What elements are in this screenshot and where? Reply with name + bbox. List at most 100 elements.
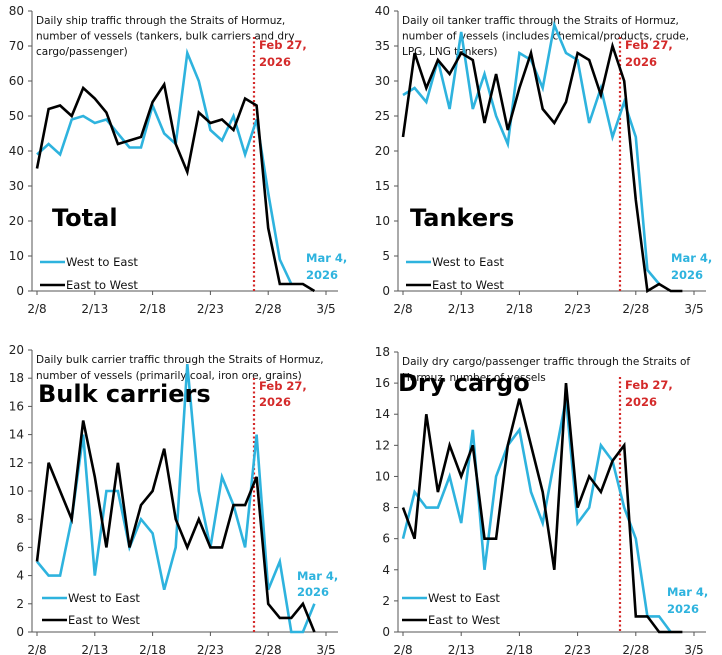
- panel-big-label: Total: [52, 204, 118, 232]
- chart-title-line: number of vessels (primarily coal, iron …: [36, 370, 302, 382]
- end-date-label: 2026: [306, 268, 338, 282]
- x-tick-label: 2/28: [622, 643, 649, 655]
- y-tick-label: 14: [9, 428, 24, 442]
- y-tick-label: 15: [375, 179, 390, 193]
- y-tick-label: 40: [9, 144, 24, 158]
- y-tick-label: 2: [382, 594, 390, 608]
- x-tick-label: 2/23: [197, 302, 224, 316]
- chart-title-line: number of vessels (includes chemical/pro…: [402, 31, 689, 43]
- y-tick-label: 10: [375, 214, 390, 228]
- y-tick-label: 30: [9, 179, 24, 193]
- y-tick-label: 0: [382, 284, 390, 298]
- panel-big-label: Dry cargo: [398, 369, 530, 397]
- end-date-label: 2026: [667, 602, 699, 616]
- y-tick-label: 4: [16, 569, 24, 583]
- x-tick-label: 2/13: [448, 643, 475, 655]
- x-tick-label: 2/13: [81, 302, 108, 316]
- chart-title-line: Daily dry cargo/passenger traffic throug…: [402, 356, 690, 368]
- chart-title-line: Daily oil tanker traffic through the Str…: [402, 15, 679, 27]
- y-tick-label: 35: [375, 39, 390, 53]
- series-line-west-to-east: [401, 398, 672, 633]
- chart-title-line: LPG, LNG tankers): [402, 46, 497, 58]
- y-tick-label: 0: [16, 284, 24, 298]
- y-tick-label: 70: [9, 39, 24, 53]
- y-tick-label: 10: [9, 484, 24, 498]
- y-tick-label: 60: [9, 74, 24, 88]
- y-tick-label: 12: [375, 438, 390, 452]
- legend-label: West to East: [432, 255, 504, 269]
- end-date-label: Mar 4,: [306, 251, 347, 265]
- y-tick-label: 30: [375, 74, 390, 88]
- y-tick-label: 16: [375, 376, 390, 390]
- event-label: 2026: [259, 55, 291, 69]
- x-tick-label: 2/28: [255, 643, 282, 655]
- y-tick-label: 40: [375, 4, 390, 18]
- x-tick-label: 2/13: [81, 643, 108, 655]
- y-tick-label: 18: [375, 345, 390, 359]
- legend-label: East to West: [68, 613, 140, 627]
- x-tick-label: 2/8: [393, 302, 412, 316]
- y-tick-label: 6: [16, 540, 24, 554]
- event-label: Feb 27,: [625, 38, 673, 52]
- y-tick-label: 8: [382, 501, 390, 515]
- x-tick-label: 3/5: [684, 643, 703, 655]
- legend-label: West to East: [68, 591, 140, 605]
- x-tick-label: 2/18: [506, 643, 533, 655]
- chart-title-line: cargo/passenger): [36, 46, 128, 58]
- y-tick-label: 0: [16, 625, 24, 639]
- x-tick-label: 2/8: [393, 643, 412, 655]
- y-tick-label: 14: [375, 407, 390, 421]
- y-tick-label: 20: [9, 343, 24, 357]
- end-date-label: Mar 4,: [671, 251, 712, 265]
- chart-title-line: number of vessels (tankers, bulk carrier…: [36, 31, 295, 43]
- y-tick-label: 16: [9, 399, 24, 413]
- x-tick-label: 2/18: [139, 643, 166, 655]
- x-tick-label: 2/23: [564, 302, 591, 316]
- event-label: 2026: [625, 55, 657, 69]
- chart-title-line: Hormuz, number of vessels: [402, 372, 546, 384]
- y-tick-label: 20: [375, 144, 390, 158]
- y-tick-label: 25: [375, 109, 390, 123]
- end-date-label: 2026: [297, 585, 329, 599]
- event-label: Feb 27,: [259, 38, 307, 52]
- x-tick-label: 3/5: [316, 643, 335, 655]
- x-tick-label: 2/28: [255, 302, 282, 316]
- chart-panel-dry: 0 2 4 6 8 10 12 14 16 18 2/8 2/13 2/18 2/23 2/28 3/5 Dai…: [375, 345, 709, 655]
- y-tick-label: 18: [9, 371, 24, 385]
- series-line-west-to-east: [402, 20, 661, 285]
- x-tick-label: 2/8: [27, 302, 46, 316]
- x-tick-label: 2/23: [197, 643, 224, 655]
- chart-title-line: Daily ship traffic through the Straits o…: [36, 15, 285, 27]
- y-tick-label: 6: [382, 532, 390, 546]
- y-tick-label: 20: [9, 214, 24, 228]
- y-tick-label: 10: [375, 469, 390, 483]
- event-label: 2026: [259, 395, 291, 409]
- x-tick-label: 2/28: [622, 302, 649, 316]
- chart-title-line: Daily bulk carrier traffic through the S…: [36, 354, 324, 366]
- y-tick-label: 2: [16, 597, 24, 611]
- end-date-label: 2026: [671, 268, 703, 282]
- series-line-east-to-west: [401, 382, 683, 634]
- x-tick-label: 2/18: [139, 302, 166, 316]
- chart-panel-bulk: 0 2 4 6 8 10 12 14 16 18 20 2/8 2/13 2/18 2/23 2/28 3/5 D…: [9, 343, 339, 655]
- legend-label: East to West: [428, 613, 500, 627]
- end-date-label: Mar 4,: [297, 569, 338, 583]
- x-tick-label: 3/5: [316, 302, 335, 316]
- y-tick-label: 5: [382, 249, 390, 263]
- x-tick-label: 3/5: [684, 302, 703, 316]
- x-tick-label: 2/13: [448, 302, 475, 316]
- x-tick-label: 2/23: [564, 643, 591, 655]
- event-label: Feb 27,: [259, 379, 307, 393]
- end-date-label: Mar 4,: [667, 585, 708, 599]
- chart-panel-total: 0 10 20 30 40 50 60 70 80 2/8 2/13 2/18 2/23 2/28 3/5 D…: [9, 4, 348, 316]
- y-tick-label: 4: [382, 563, 390, 577]
- y-tick-label: 80: [9, 4, 24, 18]
- y-tick-label: 10: [9, 249, 24, 263]
- y-tick-label: 0: [382, 625, 390, 639]
- legend-label: East to West: [66, 278, 138, 292]
- y-tick-label: 50: [9, 109, 24, 123]
- event-label: Feb 27,: [625, 378, 673, 392]
- legend-label: West to East: [66, 255, 138, 269]
- x-tick-label: 2/18: [506, 302, 533, 316]
